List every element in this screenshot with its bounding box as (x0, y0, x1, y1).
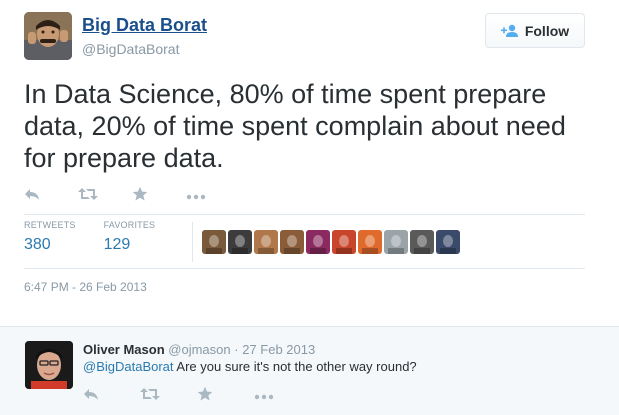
author-handle[interactable]: @BigDataBorat (82, 41, 180, 57)
reply-retweet-button[interactable] (140, 386, 197, 406)
favoriter-avatar-1[interactable] (202, 230, 226, 254)
reply-more-button[interactable] (254, 386, 311, 406)
reply-mention-link[interactable]: @BigDataBorat (83, 359, 174, 374)
more-icon (186, 187, 206, 205)
favoriter-avatar-5[interactable] (306, 230, 330, 254)
reply-author-handle[interactable]: @ojmason (168, 342, 231, 357)
reply-text: @BigDataBorat Are you sure it's not the … (83, 359, 417, 374)
divider (24, 268, 585, 269)
favorite-button[interactable] (132, 184, 186, 208)
reply-header: Oliver Mason @ojmason · 27 Feb 2013 (83, 342, 315, 357)
favoriter-avatar-2[interactable] (228, 230, 252, 254)
reply-actions (83, 386, 311, 406)
reply-button[interactable] (24, 184, 78, 208)
more-icon (254, 387, 274, 405)
follow-button[interactable]: Follow (485, 13, 585, 48)
reply-favorite-button[interactable] (197, 386, 254, 406)
favoriter-avatar-10[interactable] (436, 230, 460, 254)
follow-label: Follow (524, 22, 570, 39)
author-name[interactable]: Big Data Borat (82, 15, 208, 35)
retweets-count: 380 (24, 236, 51, 253)
retweets-stat[interactable]: RETWEETS 380 (24, 220, 76, 254)
stats-separator (192, 222, 193, 262)
favoriter-avatar-6[interactable] (332, 230, 356, 254)
reply-author-name[interactable]: Oliver Mason (83, 342, 165, 357)
favorites-count: 129 (103, 236, 131, 253)
favoriter-avatar-8[interactable] (384, 230, 408, 254)
reply-body: Are you sure it's not the other way roun… (173, 359, 417, 374)
favoriters-list (202, 230, 460, 254)
favorite-icon (132, 186, 148, 207)
author-avatar[interactable] (24, 12, 72, 60)
retweet-icon (140, 387, 160, 406)
follow-user-icon (500, 24, 519, 38)
divider (24, 214, 585, 215)
retweet-icon (78, 187, 98, 206)
reply-icon (83, 387, 99, 406)
favoriter-avatar-4[interactable] (280, 230, 304, 254)
retweet-button[interactable] (78, 184, 132, 208)
retweets-label: RETWEETS (24, 220, 76, 230)
tweet-timestamp[interactable]: 6:47 PM - 26 Feb 2013 (24, 280, 147, 294)
reply-date[interactable]: 27 Feb 2013 (242, 342, 316, 357)
reply-reply-button[interactable] (83, 386, 140, 406)
more-button[interactable] (186, 184, 240, 208)
tweet-card: Big Data Borat @BigDataBorat Follow In D… (24, 12, 585, 294)
separator-dot: · (234, 342, 239, 357)
favoriter-avatar-3[interactable] (254, 230, 278, 254)
favorite-icon (197, 386, 213, 407)
reply-tweet: Oliver Mason @ojmason · 27 Feb 2013 @Big… (0, 326, 619, 415)
favorites-label: FAVORITES (103, 220, 156, 230)
reply-icon (24, 187, 40, 206)
tweet-stats: RETWEETS 380 FAVORITES 129 (24, 220, 193, 264)
favorites-stat[interactable]: FAVORITES 129 (104, 220, 156, 254)
favoriter-avatar-9[interactable] (410, 230, 434, 254)
tweet-text: In Data Science, 80% of time spent prepa… (24, 79, 566, 173)
reply-author-avatar[interactable] (25, 341, 73, 389)
tweet-actions (24, 184, 240, 208)
favoriter-avatar-7[interactable] (358, 230, 382, 254)
